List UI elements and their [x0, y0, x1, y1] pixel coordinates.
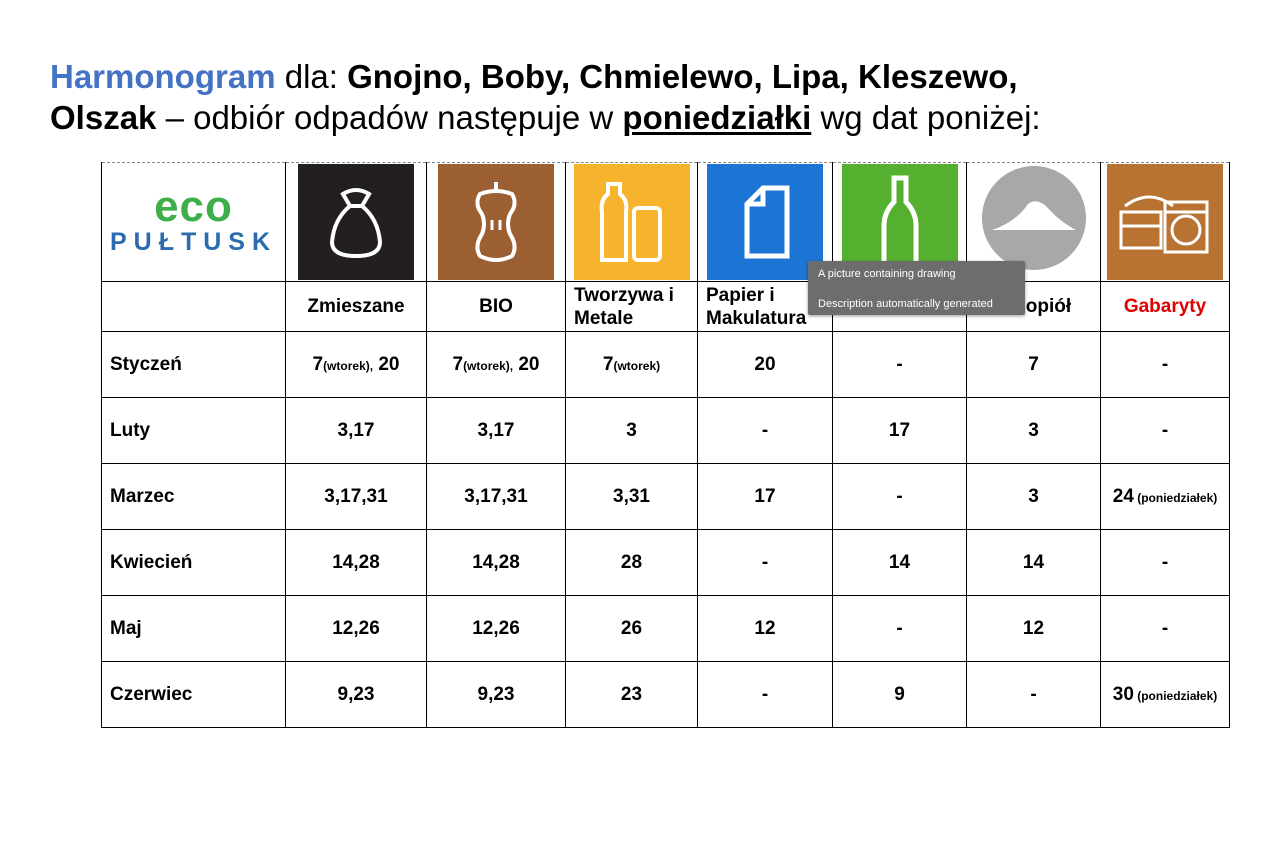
cell-popiol: 3 [966, 397, 1101, 464]
header-papier-line2: Makulatura [706, 307, 807, 329]
plastic-bottle-can-icon [573, 164, 690, 280]
cell-szklo: - [832, 463, 967, 530]
cell-zmieszane: 9,23 [285, 661, 427, 728]
cell-papier: - [697, 397, 833, 464]
title-villages: Gnojno, Boby, Chmielewo, Lipa, Kleszewo, [347, 58, 1018, 95]
title-wg-dat: wg dat poniżej: [811, 99, 1041, 136]
cell-gabaryty: - [1100, 397, 1230, 464]
header-papier-line1: Papier i [706, 284, 775, 306]
cell-papier: 17 [697, 463, 833, 530]
cell-note: (wtorek), [323, 358, 374, 373]
title-dla: dla: [275, 58, 348, 95]
cell-bio: 9,23 [426, 661, 566, 728]
cell-note: (poniedziałek) [1133, 688, 1218, 703]
cell-value: 20 [373, 353, 400, 375]
cell-gabaryty: - [1100, 595, 1230, 662]
cell-papier: - [697, 661, 833, 728]
cell-zmieszane: 12,26 [285, 595, 427, 662]
cell-popiol: 14 [966, 529, 1101, 596]
paper-document-icon [707, 164, 823, 280]
cell-bio: 14,28 [426, 529, 566, 596]
bio-apple-core-icon [438, 164, 554, 280]
cell-gabaryty: - [1100, 529, 1230, 596]
table-row: Marzec 3,17,31 3,17,31 3,31 17 - 3 24 (p… [101, 463, 1230, 530]
header-gabaryty: Gabaryty [1100, 281, 1230, 332]
cell-value: 7 [452, 353, 464, 375]
cell-popiol: - [966, 661, 1101, 728]
cell-value: 20 [513, 353, 540, 375]
cell-tworzywa: 3,31 [565, 463, 698, 530]
title-poniedzialki: poniedziałki [622, 99, 812, 136]
cell-papier: - [697, 529, 833, 596]
header-tworzywa-line1: Tworzywa i [574, 284, 674, 306]
cell-papier: 12 [697, 595, 833, 662]
bulky-furniture-washer-icon [1107, 164, 1223, 280]
alt-text-tooltip: A picture containing drawing Description… [808, 261, 1025, 315]
cell-tworzywa: 28 [565, 529, 698, 596]
table-row: Styczeń 7(wtorek), 20 7(wtorek), 20 7(wt… [101, 331, 1230, 398]
cell-szklo: - [832, 595, 967, 662]
schedule-table: eco PUŁTUSK [101, 162, 1230, 728]
cell-value: 30 [1112, 683, 1134, 705]
header-tworzywa: Tworzywa i Metale [565, 281, 698, 332]
cell-szklo: 17 [832, 397, 967, 464]
cell-bio: 3,17 [426, 397, 566, 464]
cell-zmieszane: 3,17 [285, 397, 427, 464]
mixed-waste-bag-icon [298, 164, 414, 280]
cell-tworzywa: 26 [565, 595, 698, 662]
cell-szklo: 14 [832, 529, 967, 596]
cell-bio: 3,17,31 [426, 463, 566, 530]
cell-popiol: 12 [966, 595, 1101, 662]
cell-tworzywa: 7(wtorek) [565, 331, 698, 398]
cell-value: 7 [312, 353, 324, 375]
cell-gabaryty: 24 (poniedziałek) [1100, 463, 1230, 530]
month-cell: Styczeń [101, 331, 286, 398]
cell-value: 7 [602, 353, 614, 375]
cell-bio: 7(wtorek), 20 [426, 331, 566, 398]
header-zmieszane: Zmieszane [285, 281, 427, 332]
cell-tworzywa: 3 [565, 397, 698, 464]
cell-zmieszane: 7(wtorek), 20 [285, 331, 427, 398]
cell-szklo: 9 [832, 661, 967, 728]
logo-cell: eco PUŁTUSK [101, 162, 286, 282]
cell-bio: 12,26 [426, 595, 566, 662]
cell-note: (poniedziałek) [1133, 490, 1218, 505]
icons-row: eco PUŁTUSK [101, 162, 1230, 282]
logo-city-text: PUŁTUSK [109, 228, 278, 256]
title-harmonogram: Harmonogram [50, 58, 276, 95]
cell-note: (wtorek) [613, 358, 661, 373]
table-row: Czerwiec 9,23 9,23 23 - 9 - 30 (poniedzi… [101, 661, 1230, 728]
eco-pultusk-logo: eco PUŁTUSK [102, 182, 285, 257]
header-tworzywa-line2: Metale [574, 307, 634, 329]
ash-pile-icon [976, 164, 1092, 280]
cell-gabaryty: - [1100, 331, 1230, 398]
cell-popiol: 3 [966, 463, 1101, 530]
table-row: Luty 3,17 3,17 3 - 17 3 - [101, 397, 1230, 464]
table-row: Maj 12,26 12,26 26 12 - 12 - [101, 595, 1230, 662]
cell-papier: 20 [697, 331, 833, 398]
header-bio: BIO [426, 281, 566, 332]
cell-szklo: - [832, 331, 967, 398]
table-row: Kwiecień 14,28 14,28 28 - 14 14 - [101, 529, 1230, 596]
cell-popiol: 7 [966, 331, 1101, 398]
month-cell: Kwiecień [101, 529, 286, 596]
tooltip-line2: Description automatically generated [818, 298, 993, 310]
title-odbior: – odbiór odpadów następuje w [156, 99, 623, 136]
month-cell: Maj [101, 595, 286, 662]
month-cell: Marzec [101, 463, 286, 530]
tooltip-line1: A picture containing drawing [818, 268, 956, 280]
cell-tworzywa: 23 [565, 661, 698, 728]
cell-gabaryty: 30 (poniedziałek) [1100, 661, 1230, 728]
cell-note: (wtorek), [463, 358, 514, 373]
title-olszak: Olszak [50, 99, 157, 136]
logo-eco-text: eco [154, 182, 233, 231]
cell-value: 24 [1112, 485, 1134, 507]
cell-zmieszane: 3,17,31 [285, 463, 427, 530]
document-title: Harmonogram dla: Gnojno, Boby, Chmielewo… [50, 56, 1250, 138]
month-cell: Luty [101, 397, 286, 464]
cell-zmieszane: 14,28 [285, 529, 427, 596]
month-cell: Czerwiec [101, 661, 286, 728]
